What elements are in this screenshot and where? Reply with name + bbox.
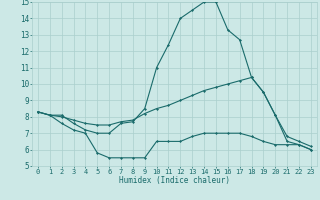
X-axis label: Humidex (Indice chaleur): Humidex (Indice chaleur) <box>119 176 230 185</box>
